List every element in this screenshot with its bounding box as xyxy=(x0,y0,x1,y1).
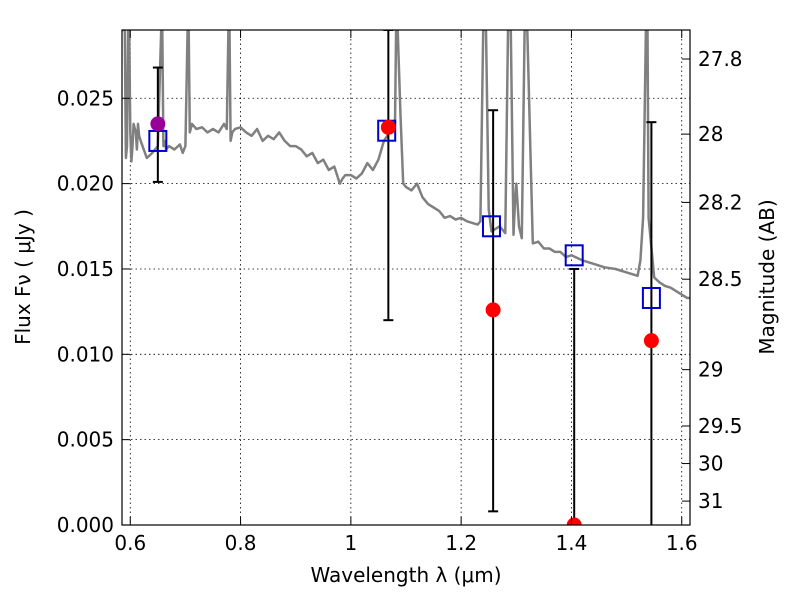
model-point xyxy=(641,286,661,309)
x-tick-label: 0.6 xyxy=(114,531,146,555)
observed-point xyxy=(380,119,396,135)
y-tick-label: 0.000 xyxy=(57,513,114,537)
right-tick-label: 29 xyxy=(698,358,723,382)
y-tick-label: 0.010 xyxy=(57,342,114,366)
y-tick-label: 0.020 xyxy=(57,172,114,196)
x-tick-label: 1.6 xyxy=(666,531,698,555)
right-tick-label: 28.2 xyxy=(698,190,743,214)
right-tick-label: 28.5 xyxy=(698,267,743,291)
observed-point xyxy=(643,333,659,349)
right-axis-title: Magnitude (AB) xyxy=(755,199,779,354)
observed-point xyxy=(566,517,582,525)
x-tick-label: 1 xyxy=(344,531,357,555)
observed-point xyxy=(150,116,166,132)
plot-frame xyxy=(121,29,691,526)
right-tick-label: 27.8 xyxy=(698,47,743,71)
right-tick-label: 28 xyxy=(698,122,723,146)
right-tick-label: 31 xyxy=(698,489,723,513)
spectrum-line xyxy=(122,30,690,300)
observed-point xyxy=(485,302,501,318)
right-tick-label: 30 xyxy=(698,452,723,476)
model-point xyxy=(481,215,501,238)
y-tick-label: 0.005 xyxy=(57,428,114,452)
grid xyxy=(122,30,690,526)
y-axis-title: Flux Fν ( μJy ) xyxy=(11,209,35,345)
x-tick-label: 1.4 xyxy=(556,531,588,555)
y-tick-label: 0.015 xyxy=(57,257,114,281)
y-tick-label: 0.025 xyxy=(57,86,114,110)
x-tick-label: 0.8 xyxy=(225,531,257,555)
axis-labels: 0.6 0.8 1 1.2 1.4 1.6 0.000 0.005 0.010 0.015 0.02… xyxy=(57,47,743,555)
ticks xyxy=(122,30,690,526)
x-axis-title: Wavelength λ (μm) xyxy=(310,563,501,587)
right-tick-label: 29.5 xyxy=(698,414,743,438)
x-tick-label: 1.2 xyxy=(445,531,477,555)
model-point xyxy=(564,244,584,267)
plot-data xyxy=(122,30,690,525)
